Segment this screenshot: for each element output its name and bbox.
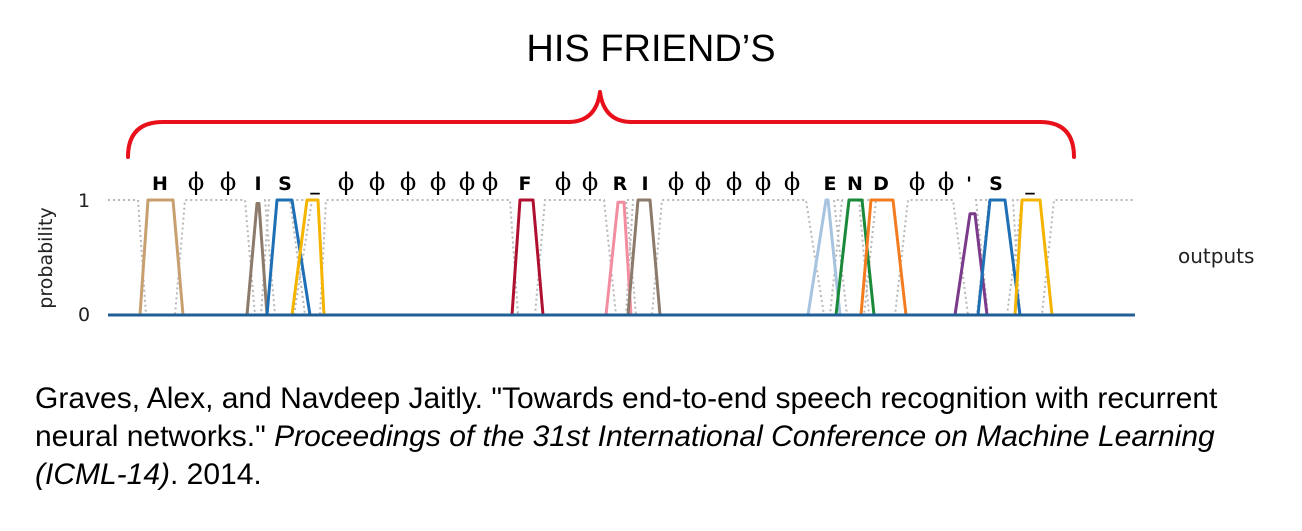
- output-label-17: ϕ: [668, 168, 684, 196]
- output-label-8: ϕ: [400, 168, 416, 196]
- spike-6: [626, 198, 662, 316]
- output-label-18: ϕ: [695, 168, 711, 196]
- output-label-21: ϕ: [784, 168, 800, 196]
- citation-authors-title: Graves, Alex, and Navdeep Jaitly. "Towar…: [35, 382, 1218, 453]
- output-label-19: ϕ: [726, 168, 742, 196]
- spike-1: [245, 201, 269, 316]
- output-label-6: ϕ: [338, 168, 354, 196]
- output-label-22: E: [824, 173, 837, 195]
- output-label-25: ϕ: [909, 168, 925, 196]
- spike-12: [1013, 198, 1054, 316]
- spike-10: [953, 212, 989, 316]
- spike-5: [604, 200, 633, 316]
- spike-3: [290, 198, 326, 316]
- output-label-29: _: [1025, 173, 1035, 195]
- output-label-14: ϕ: [582, 168, 598, 196]
- spike-9: [859, 198, 908, 316]
- output-label-16: I: [641, 173, 648, 195]
- output-label-23: N: [847, 173, 863, 195]
- output-label-1: ϕ: [188, 168, 204, 196]
- citation: Graves, Alex, and Navdeep Jaitly. "Towar…: [35, 380, 1285, 494]
- citation-year: . 2014.: [170, 458, 262, 491]
- outputs-row-label: outputs: [1178, 244, 1254, 268]
- citation-venue: Proceedings of the 31st International Co…: [35, 420, 1215, 491]
- slide-title: HIS FRIEND’S: [526, 28, 776, 70]
- output-label-24: D: [873, 173, 889, 195]
- y-axis-label: probability: [35, 207, 57, 308]
- spike-0: [138, 198, 185, 316]
- output-label-2: ϕ: [220, 168, 236, 196]
- spike-8: [834, 198, 876, 316]
- output-label-20: ϕ: [755, 168, 771, 196]
- y-tick-0: 0: [78, 304, 90, 326]
- brace-annotation: [126, 90, 1076, 159]
- output-label-27: ': [966, 173, 972, 195]
- output-label-5: _: [310, 173, 320, 195]
- y-tick-1: 1: [78, 190, 90, 212]
- output-label-28: S: [989, 173, 1003, 195]
- output-label-7: ϕ: [369, 168, 385, 196]
- output-label-10: ϕ: [459, 168, 475, 196]
- output-label-4: S: [278, 173, 292, 195]
- spike-7: [806, 198, 842, 316]
- output-label-13: ϕ: [555, 168, 571, 196]
- output-label-3: I: [254, 173, 261, 195]
- output-label-26: ϕ: [938, 168, 954, 196]
- output-label-11: ϕ: [482, 168, 498, 196]
- output-label-9: ϕ: [430, 168, 446, 196]
- output-label-12: F: [519, 173, 532, 195]
- spike-4: [510, 198, 545, 316]
- output-label-0: H: [152, 173, 168, 195]
- spike-11: [976, 198, 1022, 316]
- output-label-15: R: [613, 173, 628, 195]
